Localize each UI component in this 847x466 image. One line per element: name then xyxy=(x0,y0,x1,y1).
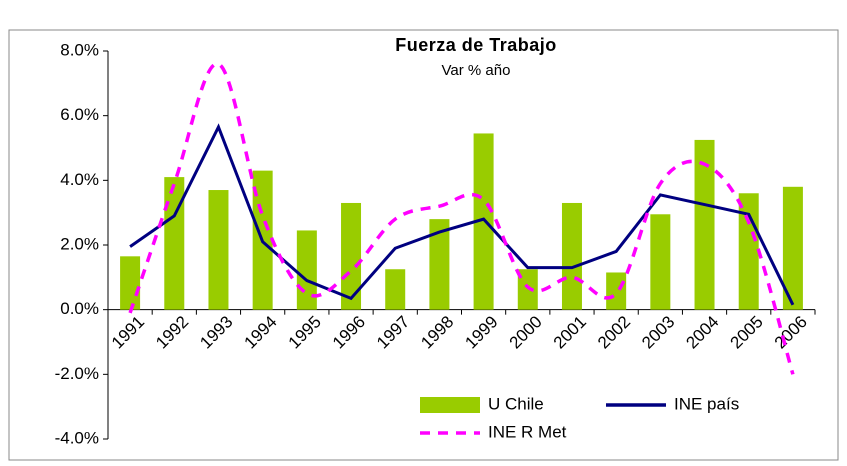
legend-swatch xyxy=(420,397,480,413)
bar xyxy=(296,230,317,310)
bar xyxy=(650,214,671,310)
chart-title: Fuerza de Trabajo xyxy=(395,35,557,55)
bar xyxy=(429,219,450,310)
bar xyxy=(561,202,582,310)
bar xyxy=(738,193,759,310)
y-tick-label: -4.0% xyxy=(55,428,99,447)
y-tick-label: 0.0% xyxy=(60,299,99,318)
y-tick-label: 6.0% xyxy=(60,105,99,124)
line xyxy=(129,123,795,306)
bar xyxy=(473,133,494,310)
bar xyxy=(164,177,185,310)
bar xyxy=(517,269,538,310)
bar xyxy=(341,202,362,310)
bar xyxy=(782,186,803,310)
line xyxy=(128,62,795,375)
bar xyxy=(385,269,406,310)
bar xyxy=(694,139,715,310)
y-tick-label: 8.0% xyxy=(60,40,99,59)
legend-label: INE país xyxy=(674,394,739,413)
y-tick-label: 4.0% xyxy=(60,170,99,189)
y-tick-label: 2.0% xyxy=(60,234,99,253)
legend-label: INE R Met xyxy=(488,422,567,441)
chart-subtitle: Var % año xyxy=(442,62,511,79)
bar xyxy=(208,190,229,310)
legend-label: U Chile xyxy=(488,394,544,413)
bar xyxy=(120,256,141,310)
bar xyxy=(606,272,627,310)
y-tick-label: -2.0% xyxy=(55,364,99,383)
